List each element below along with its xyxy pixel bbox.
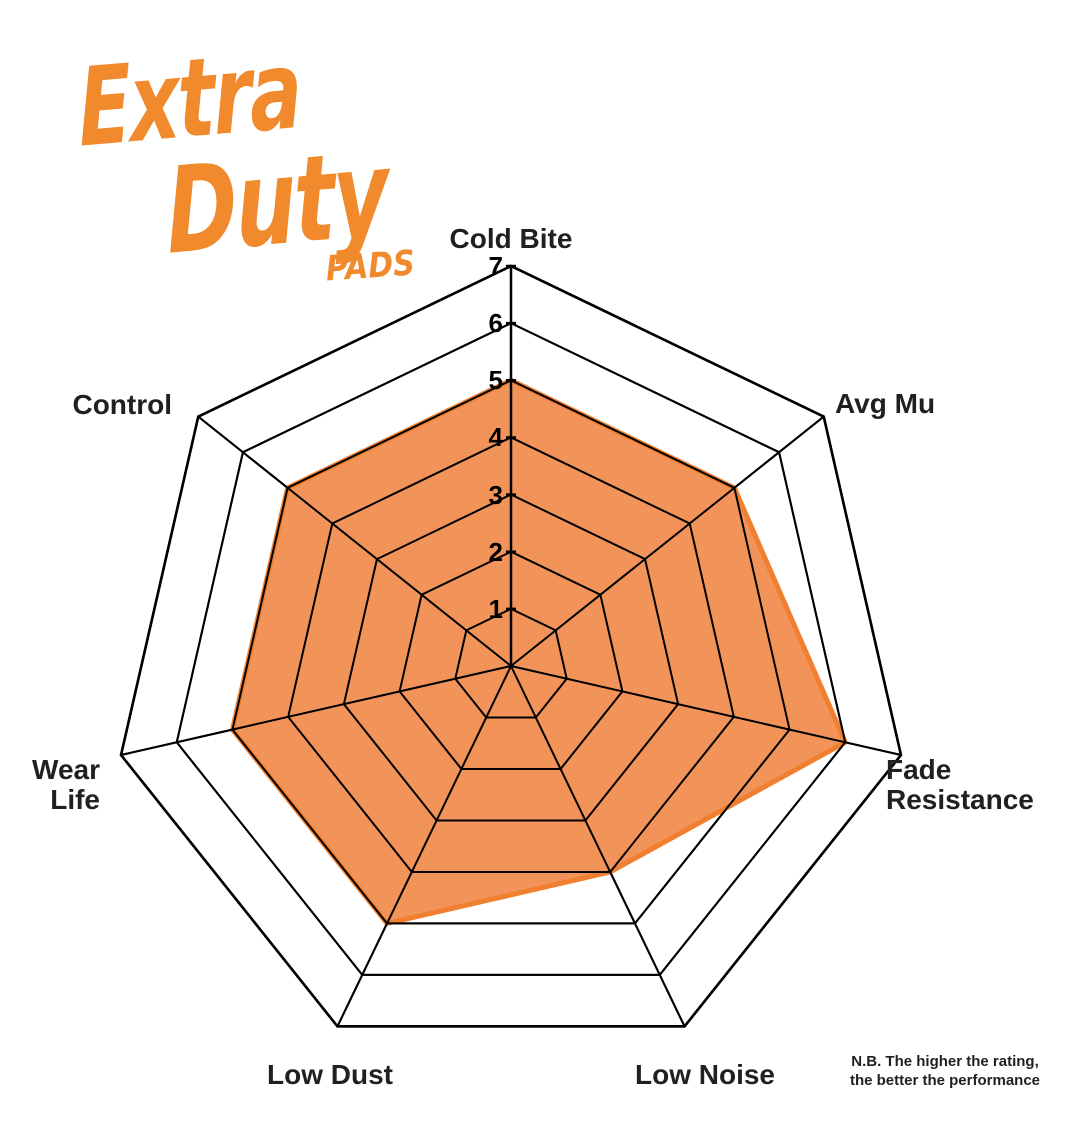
radar-spoke-5 (120, 665, 512, 756)
radar-spoke-1 (510, 415, 825, 667)
radar-tick-label-1: 1 (488, 593, 503, 624)
radar-ring-4 (287, 436, 735, 873)
radar-tick-label-6: 6 (488, 308, 503, 339)
radar-spoke-6 (197, 415, 512, 667)
axis-label-cold-bite: Cold Bite (449, 223, 573, 254)
axis-label-avg-mu: Avg Mu (835, 388, 936, 419)
radar-ring-7 (119, 264, 903, 1028)
axis-label-control: Control (72, 389, 172, 420)
radar-ring-2 (398, 550, 624, 770)
axis-label-fade-resistance: Fade Resistance (886, 754, 1034, 815)
axis-label-low-dust: Low Dust (267, 1059, 393, 1090)
radar-ring-6 (175, 322, 847, 976)
radar-tick-label-7: 7 (488, 251, 503, 281)
radar-spoke-4 (336, 665, 512, 1027)
radar-tick-label-3: 3 (488, 479, 503, 510)
radar-tick-label-2: 2 (488, 536, 503, 567)
radar-grid-rings-overlay (119, 264, 903, 1028)
axis-label-wear-life: Wear Life (32, 754, 100, 815)
axis-label-low-noise: Low Noise (634, 1059, 775, 1090)
radar-spoke-2 (510, 665, 902, 756)
radar-tick-label-4: 4 (488, 422, 503, 453)
radar-spoke-3 (510, 665, 686, 1027)
footnote-note: N.B. The higher the rating, the better t… (849, 1053, 1041, 1089)
radar-tick-label-5: 5 (488, 365, 503, 396)
radar-tick-marks (506, 264, 516, 611)
radar-ring-5 (231, 379, 791, 925)
radar-ring-1 (454, 607, 568, 719)
radar-series-polygon (229, 377, 848, 926)
radar-ring-3 (342, 493, 680, 822)
